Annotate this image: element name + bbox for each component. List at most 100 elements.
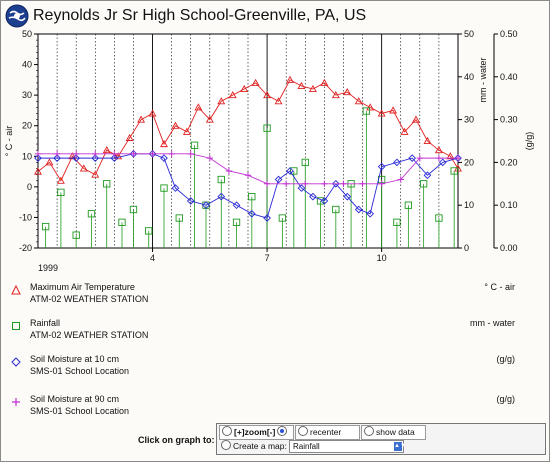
legend-series-site: ATM-02 WEATHER STATION xyxy=(30,294,149,304)
maximum-air-temperature-point xyxy=(263,91,272,99)
left-axis-tick-label: 20 xyxy=(22,121,32,131)
legend-series-unit: (g/g) xyxy=(496,394,515,404)
legend-triangle-icon xyxy=(11,285,21,295)
rainfall-point xyxy=(145,227,153,235)
rainfall-point xyxy=(190,141,199,149)
maximum-air-temperature-point xyxy=(331,91,340,99)
legend-series-site: SMS-01 School Location xyxy=(30,406,130,416)
show-data-control[interactable]: show data xyxy=(361,425,426,440)
maximum-air-temperature-point xyxy=(79,164,88,172)
legend-series-name: Rainfall xyxy=(30,318,61,328)
show-data-radio[interactable] xyxy=(364,426,374,436)
zoom-label: [+]zoom[-] xyxy=(234,427,276,437)
maximum-air-temperature-point xyxy=(68,152,77,160)
maximum-air-temperature-point xyxy=(274,97,283,105)
rainfall-point xyxy=(332,205,340,214)
soil-moisture-at-10-cm-point xyxy=(53,154,61,162)
soil-moisture-at-10-cm-point xyxy=(160,154,168,162)
mm-axis-tick-label: 30 xyxy=(464,115,474,125)
soil-moisture-at-90-cm-point xyxy=(321,180,328,187)
soil-moisture-at-10-cm-point xyxy=(331,179,340,188)
soil-moisture-at-10-cm-point xyxy=(320,197,329,205)
zoom-out-radio[interactable] xyxy=(277,426,288,436)
maximum-air-temperature-point xyxy=(366,103,375,111)
gg-axis-tick-label: 0.00 xyxy=(500,243,518,253)
x-axis-tick-label: 4 xyxy=(150,253,155,263)
show-data-label: show data xyxy=(376,427,415,437)
maximum-air-temperature-point xyxy=(160,139,168,148)
soil-moisture-at-10-cm-point xyxy=(72,154,81,162)
soil-moisture-at-90-cm-point xyxy=(72,150,80,158)
map-type-select[interactable]: Rainfall ▲▼ xyxy=(289,440,406,453)
rainfall-point xyxy=(103,180,111,188)
zoom-in-radio[interactable] xyxy=(222,426,232,436)
left-axis-label: ° C - air xyxy=(4,126,14,157)
controls-box: [+]zoom[-] recenter show data Create a m… xyxy=(216,423,546,455)
maximum-air-temperature-point xyxy=(400,127,409,135)
gg-axis-tick-label: 0.40 xyxy=(500,72,518,82)
maximum-air-temperature-point xyxy=(148,109,157,117)
legend-plus-icon xyxy=(12,398,20,406)
gg-axis-tick-label: 0.10 xyxy=(500,200,518,210)
soil-moisture-at-90-cm-point xyxy=(282,180,290,187)
x-axis-tick-label: 10 xyxy=(377,253,387,263)
create-map-radio[interactable] xyxy=(221,440,231,450)
maximum-air-temperature-point xyxy=(228,91,237,99)
rainfall-point xyxy=(301,158,309,167)
left-axis-tick-label: 50 xyxy=(22,29,32,39)
maximum-air-temperature-point xyxy=(423,136,432,145)
soil-moisture-at-10-cm-point xyxy=(438,158,447,167)
left-axis-tick-label: -10 xyxy=(19,212,32,222)
rainfall-point xyxy=(160,184,168,192)
maximum-air-temperature-point xyxy=(194,103,203,111)
create-map-control[interactable]: Create a map: xyxy=(219,440,287,452)
legend-series-name: Soil Moisture at 10 cm xyxy=(30,354,120,364)
soil-moisture-at-10-cm-point xyxy=(309,192,317,201)
maximum-air-temperature-point xyxy=(125,133,134,141)
page-title: Reynolds Jr Sr High School-Greenville, P… xyxy=(33,7,367,24)
maximum-air-temperature-point xyxy=(412,115,420,123)
maximum-air-temperature-point xyxy=(377,109,386,117)
legend-series-unit: mm - water xyxy=(470,318,515,328)
soil-moisture-at-10-cm-point xyxy=(343,192,352,201)
soil-moisture-at-10-cm-point xyxy=(247,209,256,218)
maximum-air-temperature-point xyxy=(251,78,260,86)
mm-axis-tick-label: 10 xyxy=(464,200,474,210)
click-on-graph-label: Click on graph to: xyxy=(138,435,215,445)
legend-series-site: SMS-01 School Location xyxy=(30,366,130,376)
rainfall-point xyxy=(118,218,126,226)
soil-moisture-at-10-cm-point xyxy=(171,184,180,192)
maximum-air-temperature-point xyxy=(137,115,146,123)
soil-moisture-at-10-cm-point xyxy=(34,154,42,162)
maximum-air-temperature-point xyxy=(389,106,398,114)
gg-axis-tick-label: 0.20 xyxy=(500,157,518,167)
recenter-radio[interactable] xyxy=(298,426,308,436)
maximum-air-temperature-point xyxy=(171,121,180,129)
soil-moisture-at-90-cm-point xyxy=(359,180,366,187)
soil-moisture-at-90-cm-point xyxy=(168,150,175,158)
rainfall-point xyxy=(87,210,96,218)
soil-moisture-at-10-cm-point xyxy=(423,171,432,180)
soil-moisture-at-90-cm-point xyxy=(435,154,443,162)
zoom-control[interactable]: [+]zoom[-] xyxy=(219,425,294,440)
legend-diamond-icon xyxy=(11,357,21,367)
mm-axis-tick-label: 20 xyxy=(464,157,474,167)
soil-moisture-at-90-cm-point xyxy=(225,167,233,175)
maximum-air-temperature-point xyxy=(446,152,455,160)
maximum-air-temperature-point xyxy=(343,87,352,96)
soil-moisture-at-90-cm-point xyxy=(187,150,194,158)
recenter-control[interactable]: recenter xyxy=(295,425,360,440)
maximum-air-temperature-point xyxy=(56,176,65,184)
soil-moisture-at-10-cm-point xyxy=(366,209,375,218)
recenter-label: recenter xyxy=(310,427,342,437)
rainfall-point xyxy=(248,192,256,201)
rainfall-point xyxy=(217,175,225,184)
maximum-air-temperature-point xyxy=(34,167,42,175)
maximum-air-temperature-point xyxy=(45,158,54,166)
soil-moisture-at-90-cm-point xyxy=(130,150,137,158)
legend-series-unit: ° C - air xyxy=(484,282,515,292)
rainfall-point xyxy=(450,167,458,175)
maximum-air-temperature-point xyxy=(217,97,226,105)
soil-moisture-at-10-cm-point xyxy=(91,154,100,162)
